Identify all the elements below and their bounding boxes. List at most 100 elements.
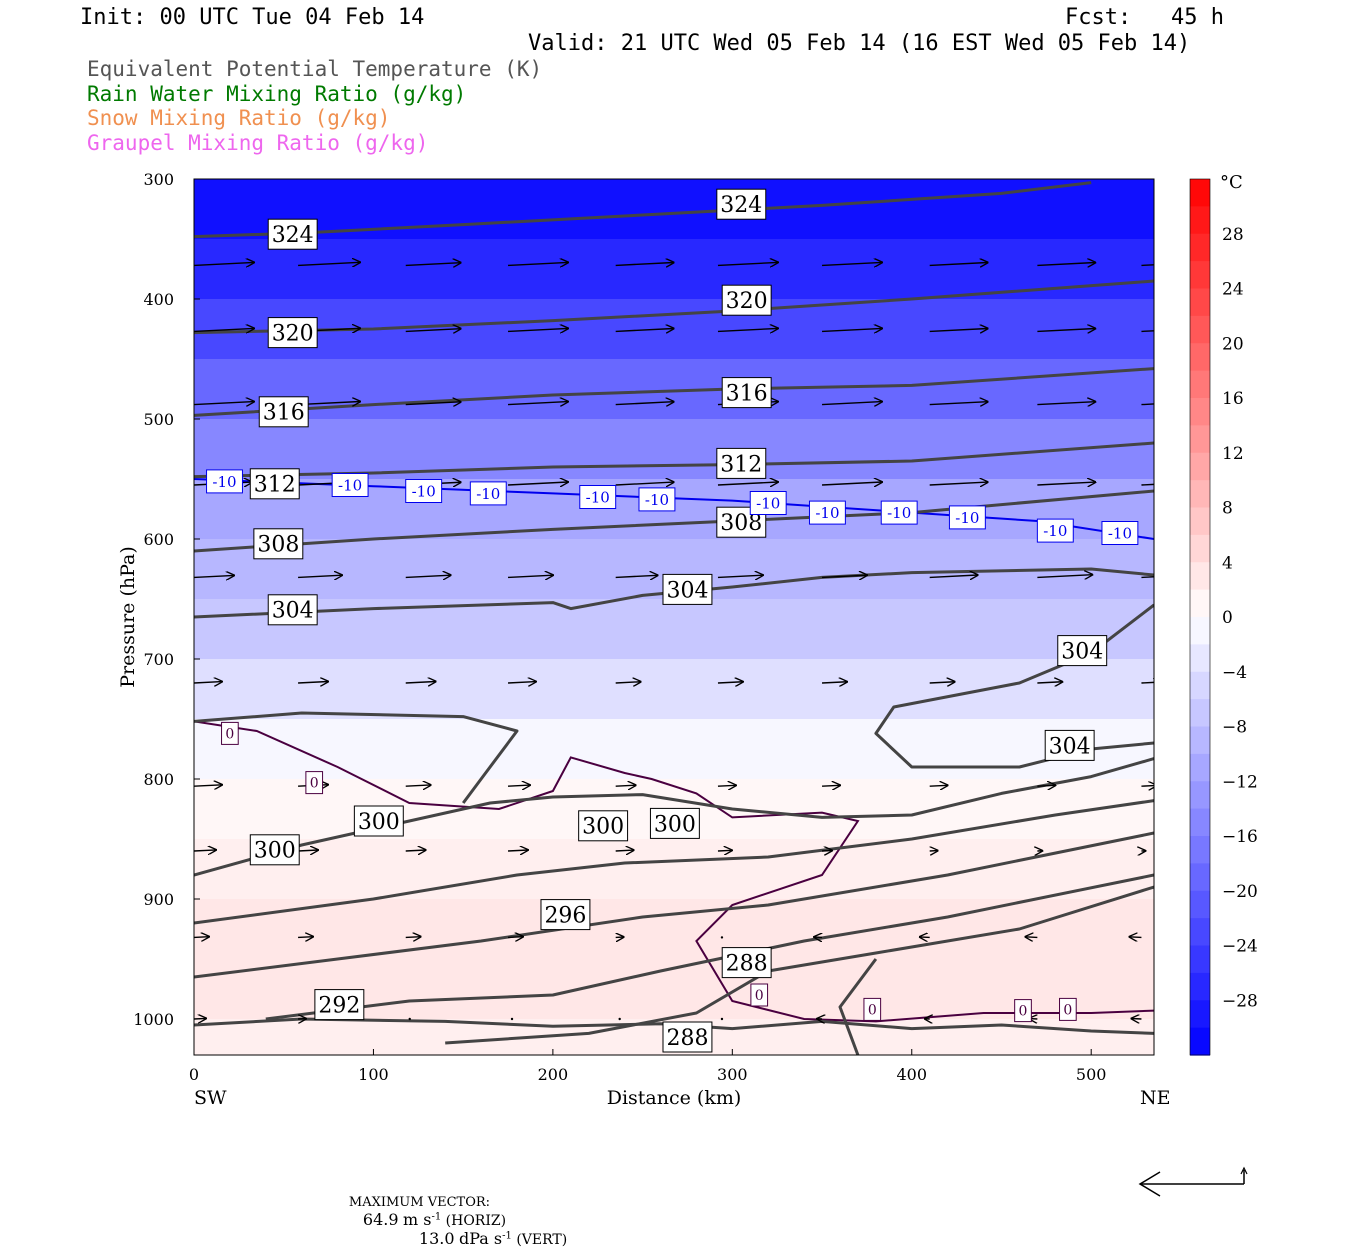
svg-text:292: 292 <box>318 994 360 1019</box>
colorbar-tick-label: −28 <box>1222 991 1258 1011</box>
colorbar-tick-label: −4 <box>1222 663 1247 683</box>
wind-vector <box>511 1018 513 1020</box>
x-tick-label: 200 <box>538 1065 569 1084</box>
contour-label: 0 <box>751 984 768 1006</box>
colorbar-swatch <box>1190 699 1210 727</box>
svg-text:-10: -10 <box>815 504 839 522</box>
svg-text:0: 0 <box>1019 1004 1028 1020</box>
contour-label: 316 <box>259 397 308 427</box>
svg-text:324: 324 <box>720 193 762 218</box>
colorbar-tick-label: −12 <box>1222 772 1258 792</box>
colorbar-swatch <box>1190 179 1210 207</box>
svg-text:320: 320 <box>272 322 314 347</box>
wind-vector <box>1037 785 1055 786</box>
y-tick-label: 700 <box>143 650 174 669</box>
colorbar-swatch <box>1190 617 1210 645</box>
contour-label: 0 <box>306 772 323 794</box>
wind-vector <box>718 850 732 851</box>
colorbar-tick-label: 20 <box>1222 334 1244 354</box>
wind-vector <box>298 850 318 851</box>
colorbar-swatch <box>1190 343 1210 371</box>
colorbar-swatch <box>1190 316 1210 344</box>
contour-label: 300 <box>579 811 628 841</box>
wind-vector <box>1141 682 1161 683</box>
colorbar-swatch <box>1190 946 1210 974</box>
contour-label: 324 <box>717 189 766 219</box>
svg-text:-10: -10 <box>586 488 610 506</box>
svg-text:-10: -10 <box>1108 524 1132 542</box>
x-tick-label: 400 <box>896 1065 927 1084</box>
svg-text:-10: -10 <box>476 485 500 503</box>
reference-vector <box>1140 1168 1247 1196</box>
colorbar-tick-label: 28 <box>1222 225 1244 245</box>
colorbar-swatch <box>1190 234 1210 262</box>
svg-text:-10: -10 <box>338 476 362 494</box>
y-tick-label: 900 <box>143 890 174 909</box>
colorbar-tick-label: 24 <box>1222 280 1244 300</box>
wind-vector <box>298 937 313 938</box>
max-vector-label: MAXIMUM VECTOR: <box>349 1195 490 1210</box>
x-tick-label: 500 <box>1076 1065 1107 1084</box>
y-tick-label: 1000 <box>133 1010 174 1029</box>
max-vector-vert-tag: (VERT) <box>516 1232 567 1248</box>
svg-text:-10: -10 <box>412 482 436 500</box>
cross-section-chart: 3243243203203163163123123083083043043043… <box>0 0 1350 1200</box>
colorbar-swatch <box>1190 1028 1210 1056</box>
contour-label: 288 <box>663 1022 712 1052</box>
contour-label: -10 <box>949 506 985 529</box>
colorbar-swatch <box>1190 1000 1210 1028</box>
max-vector-vert-exp: -1 <box>502 1230 512 1241</box>
contour-label: 320 <box>722 285 771 315</box>
svg-text:316: 316 <box>263 401 305 426</box>
colorbar-swatch <box>1190 973 1210 1001</box>
x-tick-label: 0 <box>189 1065 199 1084</box>
y-tick-label: 800 <box>143 770 174 789</box>
colorbar-swatch <box>1190 781 1210 809</box>
colorbar-swatch <box>1190 206 1210 234</box>
y-axis-title: Pressure (hPa) <box>117 546 139 688</box>
svg-text:288: 288 <box>666 1026 708 1051</box>
y-tick-label: 400 <box>143 290 174 309</box>
colorbar-tick-label: −24 <box>1222 937 1258 957</box>
contour-label: -10 <box>1102 522 1138 545</box>
wind-vector <box>721 1018 723 1020</box>
colorbar-unit: °C <box>1220 172 1243 193</box>
contour-label: 0 <box>1015 1000 1032 1022</box>
x-tick-label: 300 <box>717 1065 748 1084</box>
contour-label: 292 <box>315 990 364 1020</box>
svg-text:312: 312 <box>720 452 762 477</box>
max-vector-horiz-tag: (HORIZ) <box>446 1213 506 1229</box>
svg-text:300: 300 <box>358 810 400 835</box>
contour-label: 0 <box>222 722 239 744</box>
svg-text:0: 0 <box>225 726 234 742</box>
svg-text:320: 320 <box>726 289 768 314</box>
contour-label: 308 <box>254 529 303 559</box>
contour-label: 0 <box>864 998 881 1020</box>
colorbar-swatch <box>1190 289 1210 317</box>
colorbar-swatch <box>1190 754 1210 782</box>
wind-vector <box>1131 1019 1141 1020</box>
colorbar-swatch <box>1190 644 1210 672</box>
wind-vector <box>718 785 736 786</box>
contour-label: 288 <box>722 948 771 978</box>
colorbar-swatch <box>1190 261 1210 289</box>
colorbar-swatch <box>1190 727 1210 755</box>
contour-label: 316 <box>722 378 771 408</box>
svg-text:288: 288 <box>726 952 768 977</box>
wind-vector <box>194 937 209 938</box>
wind-vector <box>822 785 840 786</box>
svg-text:300: 300 <box>582 815 624 840</box>
colorbar-swatch <box>1190 398 1210 426</box>
colorbar-swatch <box>1190 836 1210 864</box>
svg-text:312: 312 <box>254 473 296 498</box>
temperature-fill <box>194 179 1154 1056</box>
contour-label: 0 <box>1060 998 1077 1020</box>
wind-vector <box>1129 937 1141 938</box>
svg-text:-10: -10 <box>756 494 780 512</box>
svg-text:324: 324 <box>272 223 314 248</box>
contour-label: -10 <box>750 492 786 515</box>
wind-vector <box>406 850 426 851</box>
svg-text:304: 304 <box>666 578 708 603</box>
colorbar-swatch <box>1190 480 1210 508</box>
